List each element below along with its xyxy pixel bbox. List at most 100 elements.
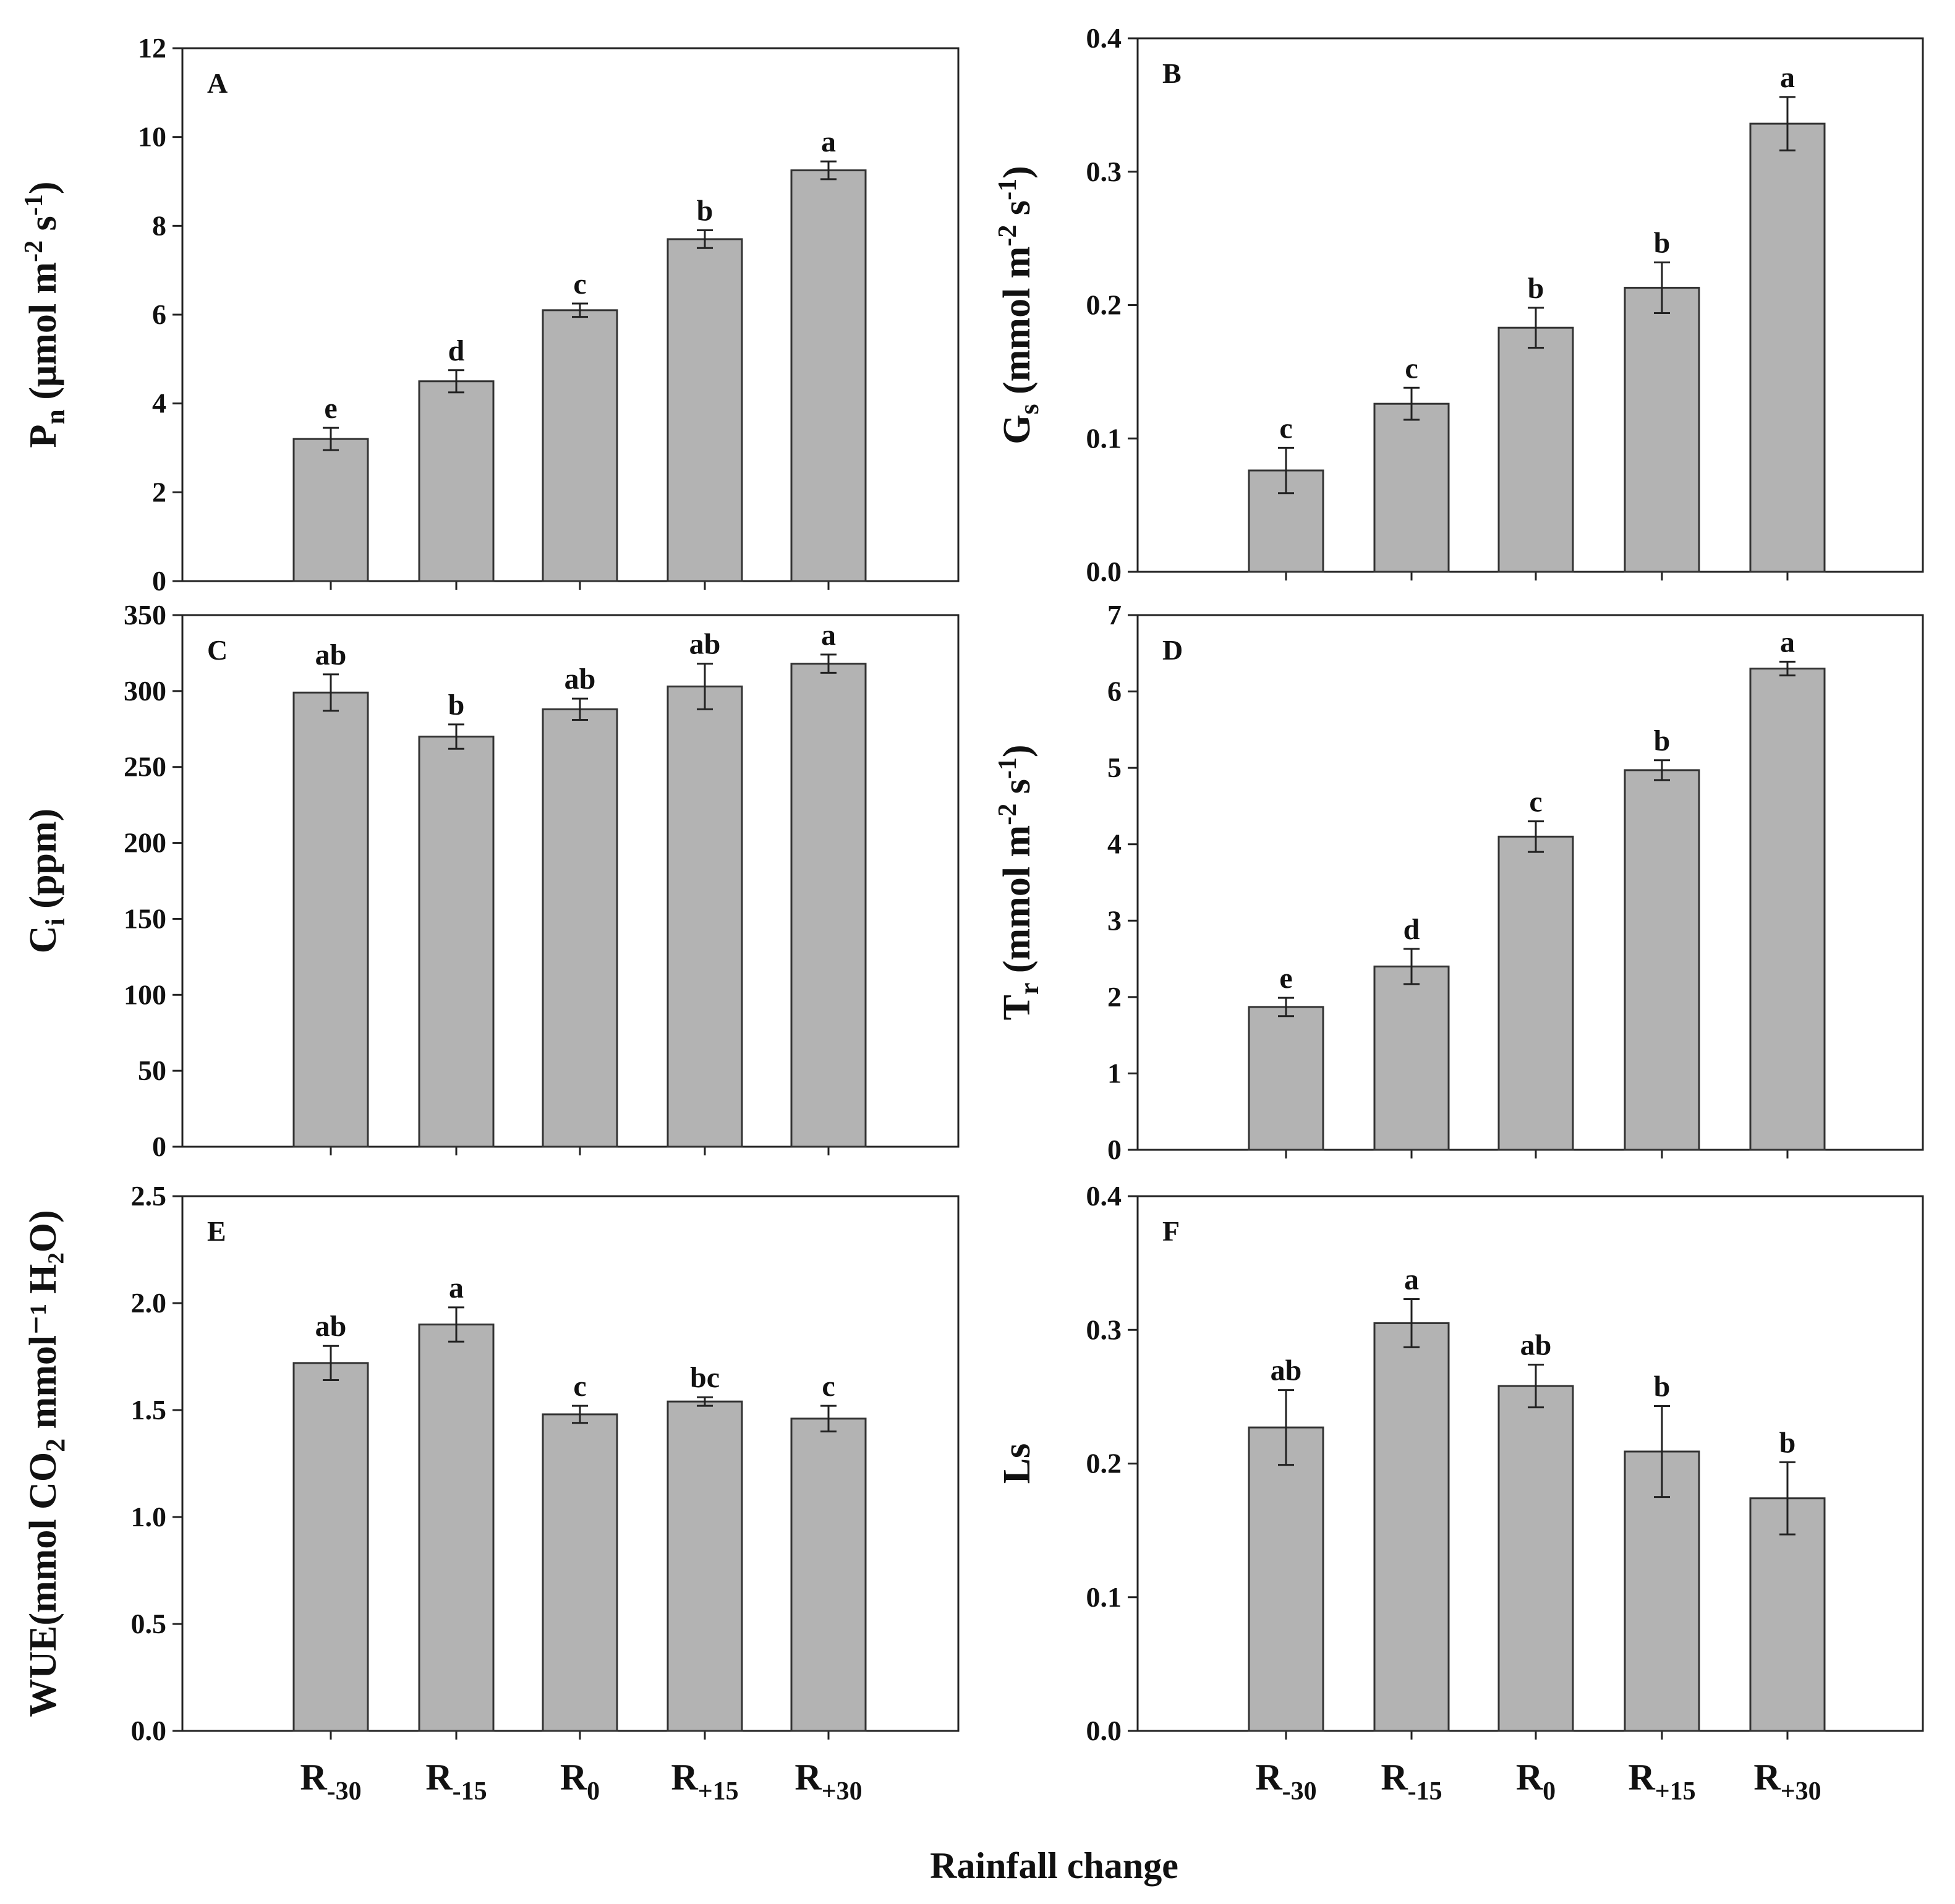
bar bbox=[1373, 965, 1450, 1151]
panel-a: 0 2 4 6 8 10 12 Ae d c b a Pn (μmol m-2 s-1) bbox=[20, 32, 960, 597]
panel-b: 0.0 0.1 0.2 0.3 0.4 Bc c b b a Gs (mmol m-2 s-1) bbox=[994, 22, 1924, 587]
bar bbox=[1497, 835, 1574, 1151]
y-tick-label: 0.3 bbox=[1086, 156, 1122, 187]
significance-letter: a bbox=[821, 125, 836, 158]
bar bbox=[1373, 402, 1450, 573]
bar bbox=[418, 736, 495, 1148]
bar bbox=[292, 691, 369, 1148]
category-label-left: R0 bbox=[560, 1757, 600, 1806]
bar bbox=[1624, 769, 1700, 1151]
y-tick-label: 50 bbox=[138, 1055, 166, 1086]
panel-letter: E bbox=[207, 1215, 226, 1247]
bar bbox=[542, 708, 618, 1148]
significance-letter: c bbox=[1405, 352, 1418, 385]
y-tick-label: 0 bbox=[152, 1131, 166, 1162]
category-label-left: R+15 bbox=[671, 1757, 738, 1806]
bar bbox=[790, 1417, 867, 1732]
significance-letter: ab bbox=[1520, 1328, 1552, 1361]
y-tick-label: 100 bbox=[124, 979, 166, 1010]
significance-letter: b bbox=[697, 195, 713, 227]
bar bbox=[790, 663, 867, 1148]
bar bbox=[418, 1324, 495, 1732]
panel-e: 0.0 0.5 1.0 1.5 2.0 2.5 Eab a c bc c WUE(mmol CO2 m… bbox=[22, 1180, 960, 1746]
significance-letter: b bbox=[448, 689, 465, 721]
category-label-right: R+15 bbox=[1628, 1757, 1695, 1806]
y-tick-label: 350 bbox=[124, 599, 166, 631]
panel-letter: C bbox=[207, 634, 228, 666]
y-tick-label: 0 bbox=[1107, 1134, 1122, 1165]
panel-letter: D bbox=[1162, 634, 1183, 666]
significance-letter: a bbox=[1404, 1264, 1419, 1296]
y-tick-label: 6 bbox=[1107, 676, 1122, 707]
significance-letter: c bbox=[822, 1370, 835, 1403]
x-axis-title: Rainfall change bbox=[930, 1845, 1178, 1886]
y-tick-label: 0.1 bbox=[1086, 422, 1122, 454]
y-tick-label: 6 bbox=[152, 299, 166, 330]
category-label-right: R0 bbox=[1516, 1757, 1556, 1806]
y-axis-label: Pn (μmol m-2 s-1) bbox=[20, 182, 70, 448]
significance-letter: b bbox=[1654, 725, 1671, 757]
bar bbox=[1497, 326, 1574, 573]
y-tick-label: 2.0 bbox=[131, 1287, 167, 1319]
bar bbox=[1749, 1497, 1826, 1732]
category-label-left: R-30 bbox=[300, 1757, 361, 1806]
bar bbox=[1248, 1426, 1324, 1732]
significance-letter: d bbox=[448, 334, 465, 367]
significance-letter: ab bbox=[689, 628, 721, 661]
y-tick-label: 5 bbox=[1107, 752, 1122, 783]
y-tick-label: 0.4 bbox=[1086, 22, 1122, 54]
y-axis-label: Gs (mmol m-2 s-1) bbox=[994, 166, 1044, 444]
panel-d: 0 1 2 3 4 5 6 7 De d c b a Tr (mmol m-2 s-1) bbox=[994, 599, 1924, 1165]
y-tick-label: 0.0 bbox=[1086, 556, 1122, 587]
panel-f: 0.0 0.1 0.2 0.3 0.4 Fab a ab b b Ls bbox=[996, 1180, 1924, 1746]
y-tick-label: 3 bbox=[1107, 904, 1122, 936]
y-tick-label: 0.2 bbox=[1086, 1448, 1122, 1479]
y-axis-label: Ci (ppm) bbox=[22, 809, 70, 953]
y-tick-label: 1.5 bbox=[131, 1394, 167, 1426]
y-tick-label: 150 bbox=[124, 903, 166, 934]
panel-letter: B bbox=[1162, 57, 1182, 89]
y-tick-label: 0 bbox=[152, 565, 166, 597]
y-tick-label: 0.3 bbox=[1086, 1314, 1122, 1345]
category-label-right: R-15 bbox=[1381, 1757, 1442, 1806]
panel-c: 0 50 100 150 200 250 300 350 C ab b ab ab a Ci (ppm) bbox=[22, 599, 960, 1162]
y-tick-label: 2 bbox=[152, 476, 166, 508]
bar bbox=[667, 238, 743, 582]
significance-letter: a bbox=[1780, 626, 1795, 658]
y-tick-label: 0.2 bbox=[1086, 289, 1122, 321]
bar bbox=[667, 1400, 743, 1732]
significance-letter: a bbox=[821, 619, 836, 652]
significance-letter: b bbox=[1654, 1371, 1671, 1403]
y-tick-label: 4 bbox=[1107, 828, 1122, 860]
bar bbox=[542, 1413, 618, 1732]
bar bbox=[1749, 122, 1826, 573]
bar bbox=[542, 309, 618, 582]
category-label-right: R+30 bbox=[1753, 1757, 1821, 1806]
bar bbox=[1749, 668, 1826, 1151]
significance-letter: ab bbox=[315, 639, 347, 671]
bar bbox=[1624, 286, 1700, 573]
category-label-left: R+30 bbox=[794, 1757, 862, 1806]
significance-letter: b bbox=[1654, 226, 1671, 259]
category-label-left: R-15 bbox=[425, 1757, 487, 1806]
significance-letter: ab bbox=[1271, 1354, 1302, 1387]
y-tick-label: 250 bbox=[124, 751, 166, 783]
y-tick-label: 0.0 bbox=[131, 1715, 167, 1746]
bar bbox=[292, 438, 369, 582]
y-tick-label: 0.5 bbox=[131, 1608, 167, 1639]
significance-letter: a bbox=[449, 1272, 464, 1304]
significance-letter: a bbox=[1780, 61, 1795, 94]
y-tick-label: 10 bbox=[138, 121, 166, 153]
bar bbox=[790, 169, 867, 582]
category-label-right: R-30 bbox=[1255, 1757, 1316, 1806]
y-tick-label: 0.0 bbox=[1086, 1715, 1122, 1746]
significance-letter: ab bbox=[564, 663, 596, 695]
panel-letter: F bbox=[1162, 1215, 1180, 1247]
bar bbox=[1248, 1006, 1324, 1151]
y-tick-label: 2 bbox=[1107, 981, 1122, 1013]
y-tick-label: 1.0 bbox=[131, 1501, 167, 1532]
significance-letter: c bbox=[1529, 786, 1542, 818]
significance-letter: b bbox=[1528, 272, 1544, 305]
y-axis-label: Tr (mmol m-2 s-1) bbox=[994, 745, 1044, 1021]
